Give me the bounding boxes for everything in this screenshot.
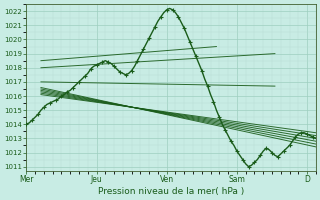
X-axis label: Pression niveau de la mer( hPa ): Pression niveau de la mer( hPa ) <box>98 187 244 196</box>
